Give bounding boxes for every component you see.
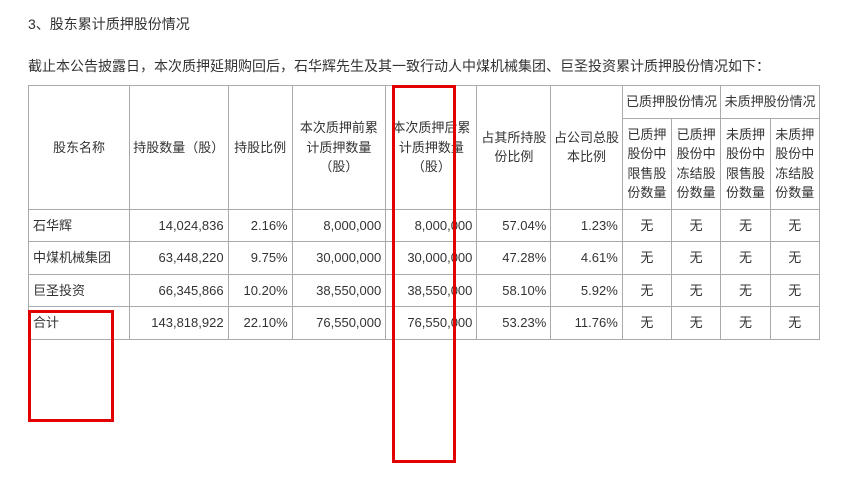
cell-u-r: 无 (721, 274, 770, 307)
cell-u-f: 无 (770, 307, 819, 340)
cell-p-r: 无 (622, 274, 671, 307)
cell-ratio: 22.10% (228, 307, 292, 340)
table-row: 中煤机械集团63,448,2209.75%30,000,00030,000,00… (29, 242, 820, 275)
cell-after: 30,000,000 (386, 242, 477, 275)
th-cap-pct: 占公司总股本比例 (551, 86, 622, 210)
cell-cap-pct: 1.23% (551, 209, 622, 242)
cell-u-r: 无 (721, 209, 770, 242)
cell-p-f: 无 (672, 274, 721, 307)
cell-before: 76,550,000 (292, 307, 386, 340)
cell-name: 中煤机械集团 (29, 242, 130, 275)
th-ratio: 持股比例 (228, 86, 292, 210)
section-title: 3、股东累计质押股份情况 (28, 14, 820, 34)
cell-p-r: 无 (622, 307, 671, 340)
table-row: 合计143,818,92222.10%76,550,00076,550,0005… (29, 307, 820, 340)
cell-cap-pct: 11.76% (551, 307, 622, 340)
cell-cap-pct: 4.61% (551, 242, 622, 275)
cell-qty: 63,448,220 (130, 242, 229, 275)
cell-p-f: 无 (672, 307, 721, 340)
cell-hold-pct: 58.10% (477, 274, 551, 307)
th-name: 股东名称 (29, 86, 130, 210)
cell-u-f: 无 (770, 209, 819, 242)
cell-p-f: 无 (672, 242, 721, 275)
cell-p-r: 无 (622, 209, 671, 242)
cell-hold-pct: 53.23% (477, 307, 551, 340)
cell-before: 8,000,000 (292, 209, 386, 242)
table-wrap: 股东名称 持股数量（股） 持股比例 本次质押前累计质押数量（股） 本次质押后累计… (28, 85, 820, 340)
th-hold-pct: 占其所持股份比例 (477, 86, 551, 210)
cell-before: 30,000,000 (292, 242, 386, 275)
th-before: 本次质押前累计质押数量（股） (292, 86, 386, 210)
cell-cap-pct: 5.92% (551, 274, 622, 307)
th-u-frozen: 未质押股份中冻结股份数量 (770, 118, 819, 209)
pledge-table: 股东名称 持股数量（股） 持股比例 本次质押前累计质押数量（股） 本次质押后累计… (28, 85, 820, 340)
cell-after: 76,550,000 (386, 307, 477, 340)
cell-qty: 143,818,922 (130, 307, 229, 340)
th-p-frozen: 已质押股份中冻结股份数量 (672, 118, 721, 209)
th-qty: 持股数量（股） (130, 86, 229, 210)
cell-qty: 66,345,866 (130, 274, 229, 307)
table-row: 石华辉14,024,8362.16%8,000,0008,000,00057.0… (29, 209, 820, 242)
cell-ratio: 9.75% (228, 242, 292, 275)
th-p-restrict: 已质押股份中限售股份数量 (622, 118, 671, 209)
cell-ratio: 2.16% (228, 209, 292, 242)
cell-hold-pct: 47.28% (477, 242, 551, 275)
th-u-restrict: 未质押股份中限售股份数量 (721, 118, 770, 209)
th-after: 本次质押后累计质押数量（股） (386, 86, 477, 210)
cell-after: 8,000,000 (386, 209, 477, 242)
cell-u-f: 无 (770, 274, 819, 307)
cell-qty: 14,024,836 (130, 209, 229, 242)
th-unpledged-group: 未质押股份情况 (721, 86, 820, 119)
cell-u-r: 无 (721, 307, 770, 340)
cell-before: 38,550,000 (292, 274, 386, 307)
cell-name: 巨圣投资 (29, 274, 130, 307)
th-pledged-group: 已质押股份情况 (622, 86, 721, 119)
cell-after: 38,550,000 (386, 274, 477, 307)
cell-p-r: 无 (622, 242, 671, 275)
cell-p-f: 无 (672, 209, 721, 242)
cell-u-r: 无 (721, 242, 770, 275)
table-row: 巨圣投资66,345,86610.20%38,550,00038,550,000… (29, 274, 820, 307)
cell-name: 石华辉 (29, 209, 130, 242)
cell-u-f: 无 (770, 242, 819, 275)
intro-text: 截止本公告披露日，本次质押延期购回后，石华辉先生及其一致行动人中煤机械集团、巨圣… (28, 54, 820, 79)
cell-name: 合计 (29, 307, 130, 340)
cell-ratio: 10.20% (228, 274, 292, 307)
cell-hold-pct: 57.04% (477, 209, 551, 242)
